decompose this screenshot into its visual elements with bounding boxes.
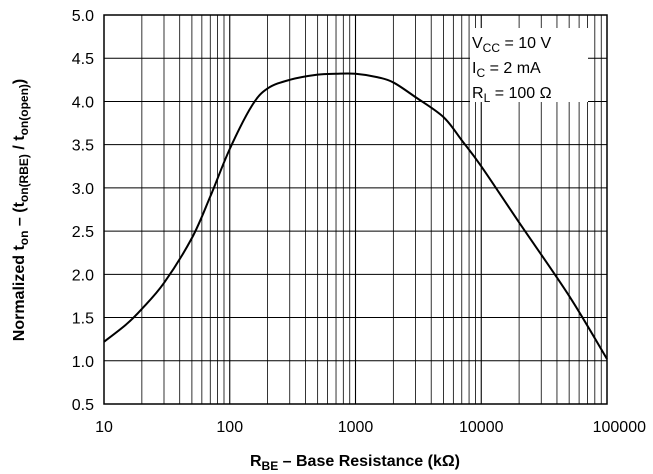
- y-axis-title: Normalized ton – (ton(RBE) / ton(open)): [11, 79, 31, 341]
- plot-frame: [103, 14, 608, 405]
- annotation-rl-sub: L: [484, 91, 491, 105]
- x-axis-title: RBE – Base Resistance (kΩ): [250, 453, 460, 473]
- annotation-ic: IC = 2 mA: [472, 60, 541, 80]
- y-axis-title-p4: ): [11, 79, 28, 84]
- x-tick-label: 100000: [593, 419, 646, 436]
- annotation-vcc-main: V: [472, 35, 483, 52]
- y-tick-label: 1.0: [72, 354, 94, 371]
- y-tick-label: 1.5: [72, 311, 94, 328]
- annotation-vcc: VCC = 10 V: [472, 35, 551, 55]
- annotation-vcc-sub: CC: [483, 41, 501, 55]
- y-axis-title-p2: – (t: [11, 201, 28, 230]
- y-tick-label: 4.5: [72, 51, 94, 68]
- annotation-rl-main: R: [472, 85, 484, 102]
- x-axis-title-main: R: [250, 453, 262, 470]
- y-axis-title-p1: Normalized t: [11, 245, 28, 342]
- x-tick-label: 1000: [338, 419, 374, 436]
- y-tick-label: 5.0: [72, 8, 94, 25]
- x-tick-label: 10000: [459, 419, 504, 436]
- grid-lines: [104, 15, 607, 404]
- y-tick-label: 2.5: [72, 224, 94, 241]
- y-tick-label: 0.5: [72, 397, 94, 414]
- annotation-ic-main: I: [472, 60, 476, 77]
- annotation-rl-rest: = 100 Ω: [490, 85, 551, 102]
- x-tick-label: 100: [216, 419, 243, 436]
- annotation-vcc-rest: = 10 V: [500, 35, 551, 52]
- y-tick-label: 3.0: [72, 181, 94, 198]
- y-axis-title-s1: on: [17, 231, 31, 246]
- annotation-ic-rest: = 2 mA: [485, 60, 541, 77]
- y-axis-title-s2: on(RBE): [17, 154, 31, 202]
- y-axis-title-p3: / t: [11, 135, 28, 154]
- annotation-box: [470, 28, 588, 102]
- annotation-rl: RL = 100 Ω: [472, 85, 552, 105]
- y-tick-labels: 0.5 1.0 1.5 2.0 2.5 3.0 3.5 4.0 4.5 5.0: [72, 8, 94, 414]
- y-tick-label: 3.5: [72, 138, 94, 155]
- series-line: [103, 72, 608, 360]
- y-tick-label: 4.0: [72, 94, 94, 111]
- y-axis-title-s3: on(open): [17, 84, 31, 135]
- x-tick-label: 10: [95, 419, 113, 436]
- x-axis-title-sub: BE: [262, 459, 279, 473]
- annotation-ic-sub: C: [476, 66, 485, 80]
- x-axis-title-rest: – Base Resistance (kΩ): [278, 453, 460, 470]
- x-tick-labels: 10 100 1000 10000 100000: [95, 419, 646, 436]
- y-tick-label: 2.0: [72, 267, 94, 284]
